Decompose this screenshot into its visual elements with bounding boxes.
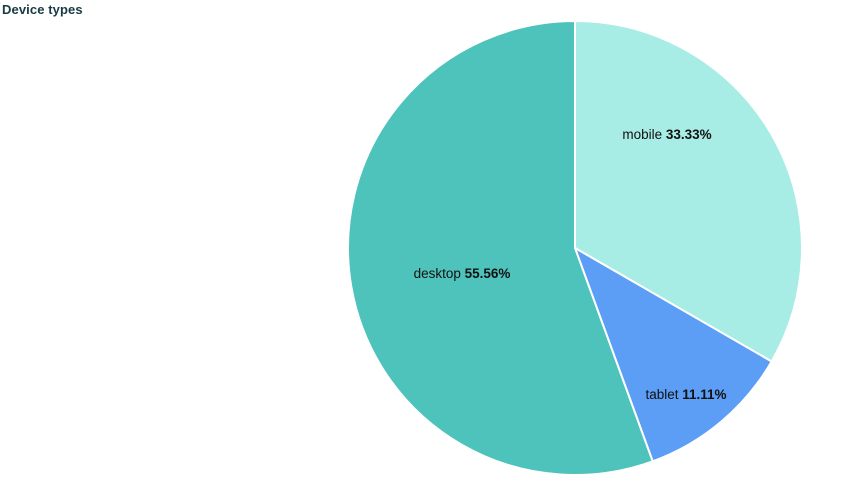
pie-slice-mobile[interactable] <box>574 20 803 363</box>
pie-slice-tablet[interactable] <box>574 247 773 463</box>
pie-slice-desktop[interactable] <box>347 20 654 476</box>
chart-title: Device types <box>2 2 83 17</box>
